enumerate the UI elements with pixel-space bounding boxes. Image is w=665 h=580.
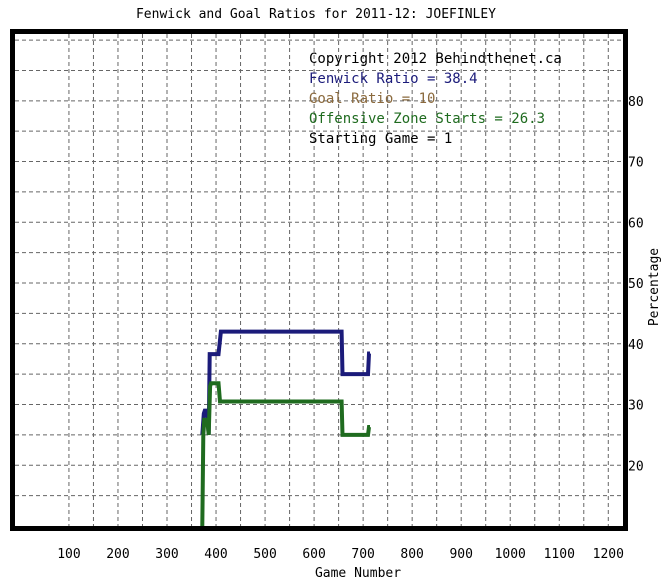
- y-tick-label: 50: [628, 277, 644, 292]
- x-tick-label: 1000: [495, 547, 526, 562]
- x-tick-label: 1100: [544, 547, 575, 562]
- plot-frame: [10, 29, 628, 531]
- x-tick-label: 700: [351, 547, 374, 562]
- x-tick-label: 600: [302, 547, 325, 562]
- y-tick-label: 80: [628, 95, 644, 110]
- grid: [15, 34, 623, 526]
- y-axis-label: Percentage: [647, 248, 662, 326]
- x-tick-label: 900: [449, 547, 472, 562]
- y-tick-label: 40: [628, 338, 644, 353]
- series-line: [200, 329, 371, 436]
- y-tick-label: 30: [628, 399, 644, 414]
- x-tick-label: 200: [106, 547, 129, 562]
- y-tick-label: 20: [628, 459, 644, 474]
- x-tick-label: 800: [400, 547, 423, 562]
- legend-entry: Starting Game = 1: [309, 131, 452, 147]
- y-tick-labels: 20 30 40 50 60 70 80: [628, 95, 644, 474]
- legend: Copyright 2012 Behindthenet.ca Fenwick Ra…: [309, 51, 562, 147]
- x-axis-label: Game Number: [315, 566, 401, 580]
- series-lines: [200, 329, 371, 527]
- y-tick-label: 60: [628, 216, 644, 231]
- legend-entry: Offensive Zone Starts = 26.3: [309, 111, 545, 127]
- chart-title: Fenwick and Goal Ratios for 2011-12: JOE…: [136, 7, 496, 22]
- series-line: [200, 381, 371, 527]
- x-tick-label: 300: [155, 547, 178, 562]
- legend-entry: Copyright 2012 Behindthenet.ca: [309, 51, 562, 67]
- legend-entry: Goal Ratio = 10: [309, 91, 435, 107]
- x-tick-label: 400: [204, 547, 227, 562]
- x-tick-label: 100: [57, 547, 80, 562]
- x-tick-labels: 100 200 300 400 500 600 700 800 900 1000 1100 1200: [57, 547, 624, 562]
- x-tick-label: 1200: [593, 547, 624, 562]
- x-tick-label: 500: [253, 547, 276, 562]
- y-tick-label: 70: [628, 156, 644, 171]
- legend-entry: Fenwick Ratio = 38.4: [309, 71, 478, 87]
